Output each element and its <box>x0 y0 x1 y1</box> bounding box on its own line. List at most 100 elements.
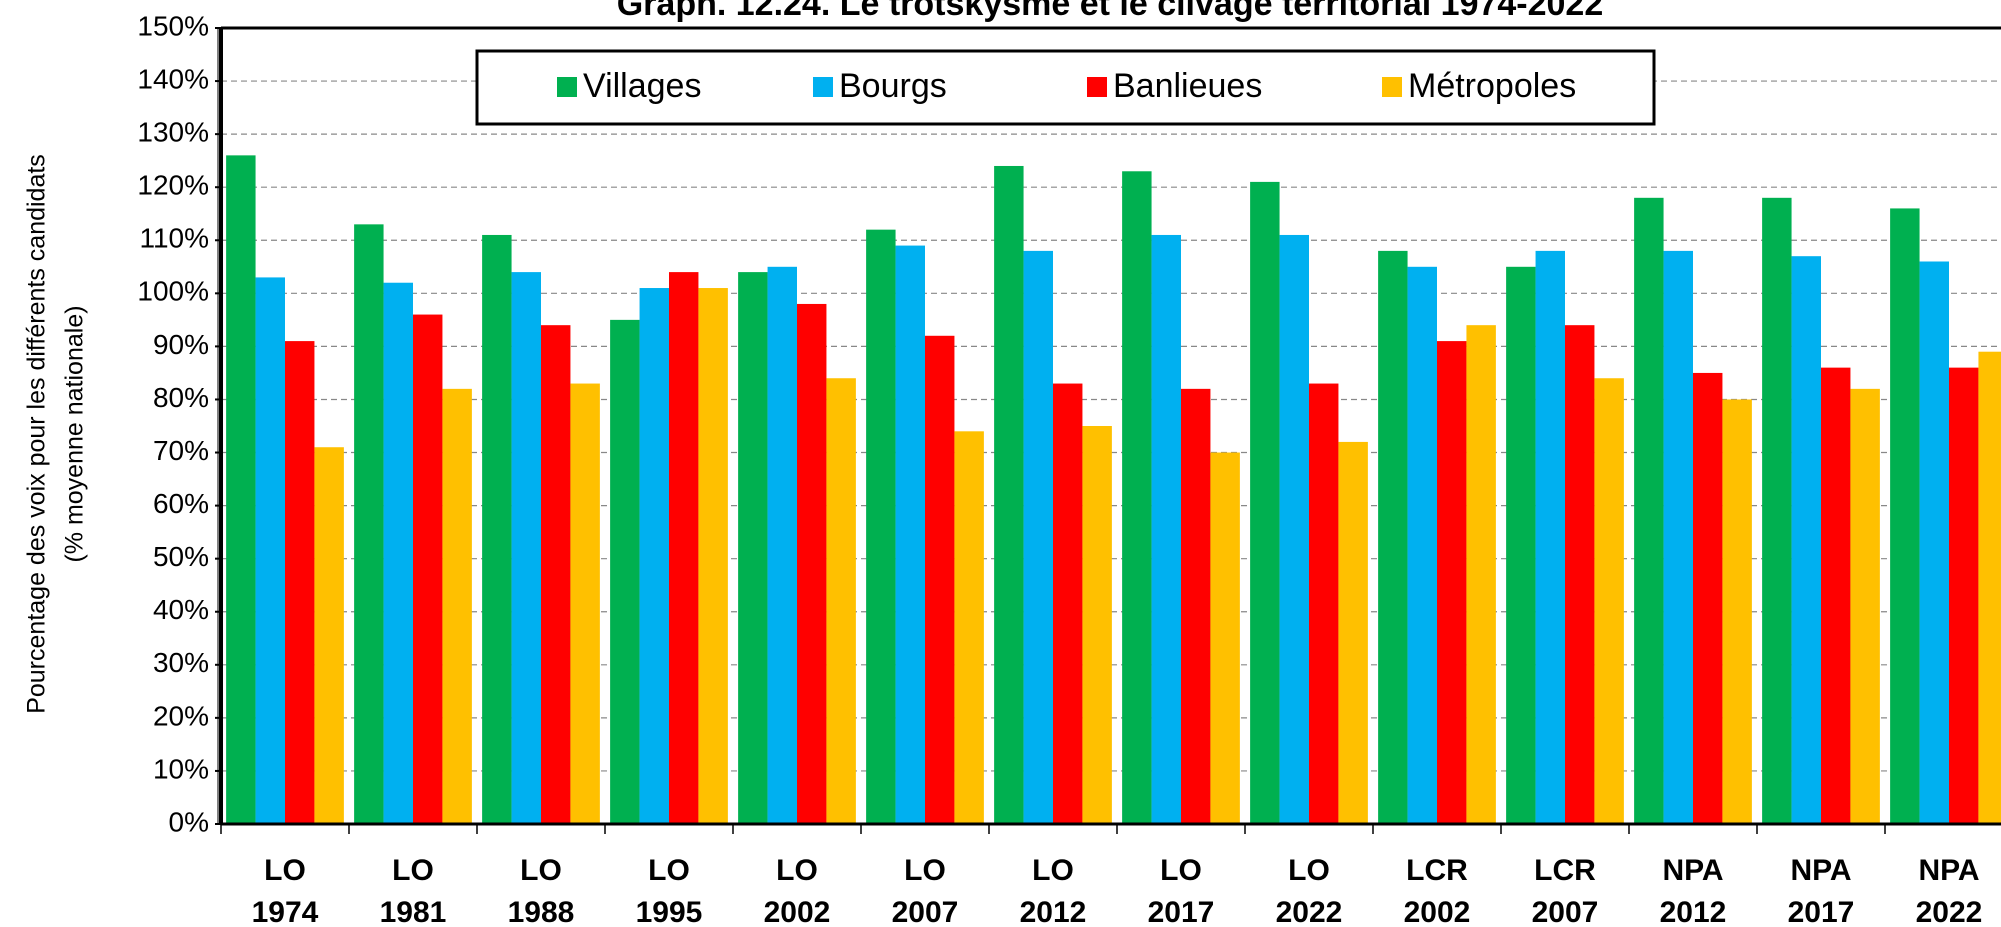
bar <box>1978 351 2001 824</box>
y-tick-label: 100% <box>137 276 209 307</box>
x-tick-label: NPA <box>1662 854 1723 887</box>
y-tick-label: 0% <box>169 806 209 837</box>
x-tick-label: 2007 <box>892 896 959 927</box>
bar <box>994 165 1024 824</box>
y-tick-label: 150% <box>137 10 209 41</box>
y-tick-label: 60% <box>153 488 209 519</box>
bar <box>1023 250 1053 824</box>
bar <box>1378 250 1408 824</box>
x-tick-label: 2022 <box>1276 896 1343 927</box>
bar <box>1466 325 1496 824</box>
bar <box>669 272 699 824</box>
x-tick-label: 1988 <box>508 896 575 927</box>
y-tick-label: 50% <box>153 541 209 572</box>
bar <box>1437 341 1467 824</box>
bar <box>226 155 256 825</box>
bar <box>1791 256 1821 825</box>
bar <box>1693 372 1723 824</box>
bar <box>1949 367 1979 824</box>
bar <box>826 378 856 824</box>
y-tick-label: 40% <box>153 594 209 625</box>
bar <box>570 383 600 824</box>
bar <box>1663 250 1693 824</box>
bar <box>639 288 669 824</box>
bar <box>1279 234 1309 824</box>
x-tick-label: 2007 <box>1532 896 1599 927</box>
bar <box>767 266 797 824</box>
bar <box>314 447 344 824</box>
legend-swatch <box>813 77 833 97</box>
bar <box>698 288 728 824</box>
y-tick-label: 140% <box>137 63 209 94</box>
bar <box>1762 197 1792 824</box>
bar <box>1122 171 1152 824</box>
legend-label: Bourgs <box>839 67 947 105</box>
bar <box>1919 261 1949 824</box>
bar <box>1535 250 1565 824</box>
x-tick-label: LO <box>648 854 690 887</box>
legend-label: Métropoles <box>1408 67 1576 105</box>
bar <box>285 341 315 824</box>
x-tick-label: LO <box>1288 854 1330 887</box>
x-tick-label: 2002 <box>1404 896 1471 927</box>
x-tick-label: 2017 <box>1148 896 1215 927</box>
bar <box>954 431 984 824</box>
y-label-line: Pourcentage des voix pour les différents… <box>23 154 51 714</box>
y-tick-label: 110% <box>139 223 209 254</box>
x-tick-label: 1974 <box>252 896 319 927</box>
bar <box>1821 367 1851 824</box>
y-tick-label: 70% <box>153 435 209 466</box>
bar <box>1338 441 1368 824</box>
bar <box>541 325 571 824</box>
x-tick-label: LO <box>1160 854 1202 887</box>
x-tick-label: 2012 <box>1660 896 1727 927</box>
bar <box>1250 181 1280 825</box>
bar <box>1151 234 1181 824</box>
bar <box>1850 388 1880 824</box>
bar <box>1565 325 1595 824</box>
x-tick-label: LO <box>776 854 818 887</box>
legend-swatch <box>1087 77 1107 97</box>
x-tick-label: LCR <box>1406 854 1468 887</box>
legend-swatch <box>1382 77 1402 97</box>
bar <box>1407 266 1437 824</box>
y-tick-label: 120% <box>137 170 209 201</box>
legend-box <box>475 49 1656 126</box>
bar <box>482 234 512 824</box>
y-tick-label: 10% <box>153 753 209 784</box>
x-tick-label: 2022 <box>1916 896 1983 927</box>
bar <box>1506 266 1536 824</box>
x-tick-label: LO <box>520 854 562 887</box>
bar <box>797 303 827 824</box>
y-tick-label: 30% <box>153 647 209 678</box>
bar <box>610 319 640 824</box>
x-tick-label: 1995 <box>636 896 703 927</box>
legend: Villages Bourgs Banlieues Métropoles <box>475 49 1656 126</box>
legend-swatch <box>557 77 577 97</box>
bar <box>442 388 472 824</box>
legend-label: Banlieues <box>1113 67 1262 105</box>
bar <box>1594 378 1624 824</box>
bar <box>1722 399 1752 824</box>
bar <box>354 224 384 824</box>
bar <box>1053 383 1083 824</box>
bar <box>1634 197 1664 824</box>
chart-title: Graph. 12.24. Le trotskysme et le clivag… <box>617 0 1604 23</box>
y-tick-label: 90% <box>153 329 209 360</box>
y-tick-label: 20% <box>153 700 209 731</box>
x-tick-label: 2002 <box>764 896 831 927</box>
bar <box>511 272 541 824</box>
bar <box>866 229 896 825</box>
x-tick-label: LO <box>264 854 306 887</box>
bar <box>1181 388 1211 824</box>
x-tick-label: 1981 <box>380 896 447 927</box>
bar <box>383 282 413 825</box>
bar <box>413 314 443 824</box>
x-tick-label: NPA <box>1790 854 1851 887</box>
y-label-line: (% moyenne nationale) <box>61 305 89 562</box>
bar <box>738 272 768 824</box>
x-tick-label: NPA <box>1918 854 1979 887</box>
bar <box>925 335 955 824</box>
